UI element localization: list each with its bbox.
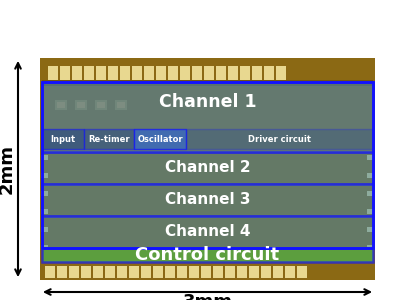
Bar xyxy=(367,173,374,178)
Bar xyxy=(240,66,250,80)
Bar xyxy=(60,66,70,80)
Bar xyxy=(41,245,48,250)
Bar xyxy=(42,248,373,262)
Bar xyxy=(144,66,154,80)
Bar xyxy=(156,66,166,80)
Bar xyxy=(77,102,85,108)
Text: Channel 2: Channel 2 xyxy=(165,160,250,175)
Bar xyxy=(105,266,115,278)
Bar xyxy=(48,66,58,80)
Text: Channel 4: Channel 4 xyxy=(165,224,250,239)
Bar xyxy=(367,155,374,160)
Bar xyxy=(41,173,48,178)
Bar xyxy=(41,191,48,196)
Text: Re-timer: Re-timer xyxy=(88,134,130,143)
Bar xyxy=(192,66,202,80)
Bar xyxy=(42,184,373,216)
Bar xyxy=(213,266,223,278)
Bar xyxy=(108,66,118,80)
Bar xyxy=(95,100,107,110)
Text: Driver circuit: Driver circuit xyxy=(248,134,311,143)
Bar xyxy=(129,266,139,278)
Bar xyxy=(252,66,262,80)
Bar xyxy=(367,227,374,232)
Bar xyxy=(57,102,65,108)
Text: Channel 3: Channel 3 xyxy=(165,193,250,208)
Bar xyxy=(41,155,48,160)
Bar xyxy=(55,100,67,110)
Text: Input: Input xyxy=(50,134,76,143)
Bar xyxy=(42,152,373,184)
Bar xyxy=(93,266,103,278)
Bar xyxy=(117,102,125,108)
Bar xyxy=(42,129,84,149)
Bar xyxy=(84,129,134,149)
Bar xyxy=(42,82,373,152)
Bar xyxy=(81,266,91,278)
Bar xyxy=(69,266,79,278)
Bar xyxy=(261,266,271,278)
Text: 2mm: 2mm xyxy=(0,144,16,194)
Bar xyxy=(153,266,163,278)
Bar xyxy=(75,100,87,110)
Bar xyxy=(228,66,238,80)
Bar xyxy=(165,266,175,278)
Bar xyxy=(216,66,226,80)
Bar xyxy=(285,266,295,278)
Bar xyxy=(132,66,142,80)
Bar xyxy=(189,266,199,278)
Bar xyxy=(177,266,187,278)
Bar xyxy=(249,266,259,278)
Bar xyxy=(297,266,307,278)
Bar xyxy=(141,266,151,278)
Bar xyxy=(276,66,286,80)
Text: Channel 1: Channel 1 xyxy=(159,93,256,111)
Bar xyxy=(180,66,190,80)
Bar xyxy=(134,129,186,149)
Bar xyxy=(168,66,178,80)
Bar xyxy=(57,266,67,278)
Bar xyxy=(42,82,373,248)
Bar xyxy=(117,266,127,278)
Bar xyxy=(40,58,375,280)
Bar xyxy=(41,227,48,232)
Bar xyxy=(367,245,374,250)
Text: Control circuit: Control circuit xyxy=(136,246,280,264)
Bar xyxy=(204,66,214,80)
Bar xyxy=(264,66,274,80)
Bar xyxy=(237,266,247,278)
Bar xyxy=(273,266,283,278)
Bar xyxy=(42,216,373,248)
Bar xyxy=(72,66,82,80)
Bar xyxy=(41,209,48,214)
Bar xyxy=(201,266,211,278)
Text: 3mm: 3mm xyxy=(182,293,232,300)
Bar xyxy=(225,266,235,278)
Bar xyxy=(45,266,55,278)
Bar xyxy=(186,129,373,149)
Bar xyxy=(115,100,127,110)
Bar xyxy=(367,191,374,196)
Bar xyxy=(96,66,106,80)
Text: Oscillator: Oscillator xyxy=(137,134,183,143)
Bar xyxy=(120,66,130,80)
Bar xyxy=(367,209,374,214)
Bar xyxy=(42,80,373,86)
Bar xyxy=(97,102,105,108)
Bar xyxy=(84,66,94,80)
